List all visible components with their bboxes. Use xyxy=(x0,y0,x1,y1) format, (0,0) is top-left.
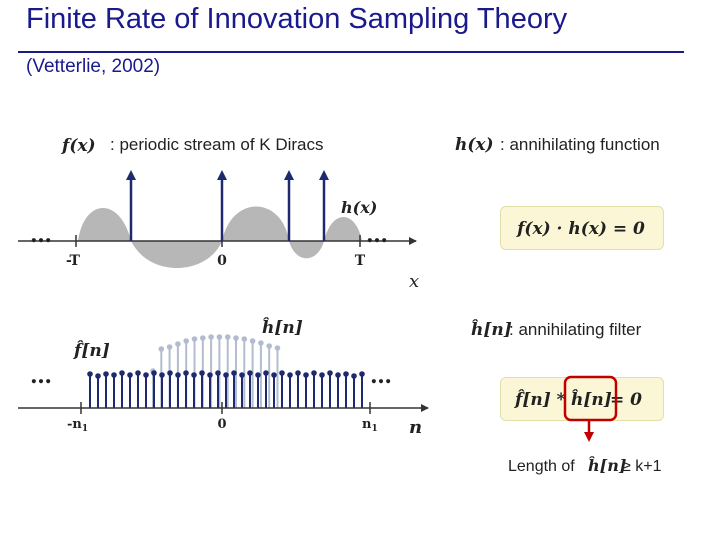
filter-sample-dot xyxy=(191,336,198,342)
tick-label-minus-t: -T xyxy=(66,253,80,269)
x-axis-label: x xyxy=(409,271,419,292)
signal-stems xyxy=(87,370,365,408)
signal-sample-dot xyxy=(119,370,125,376)
tick-label-n1: n1 xyxy=(362,417,378,434)
signal-sample-dot xyxy=(103,371,109,377)
signal-sample-dot xyxy=(263,370,269,376)
h-function-symbol: h(x) xyxy=(455,135,494,155)
ellipsis-right-bottom: … xyxy=(370,363,392,389)
ellipsis-left-top: … xyxy=(30,222,52,248)
annihilator-symbol: h(x) xyxy=(341,198,377,217)
h-lobe-3 xyxy=(222,206,289,241)
f-sequence-label: f̂[n] xyxy=(73,341,110,361)
signal-sample-dot xyxy=(335,372,341,378)
filter-highlight-box xyxy=(563,375,618,422)
h-function-description: : annihilating function xyxy=(500,135,660,154)
signal-sample-dot xyxy=(191,372,197,378)
length-label: Length of xyxy=(508,458,575,475)
signal-sample-dot xyxy=(135,370,141,376)
equation-product: f(x) · h(x) = 0 xyxy=(516,219,645,239)
equation-convolution-right: = 0 xyxy=(610,390,642,410)
filter-sample-dot xyxy=(266,343,273,349)
h-lobe-5 xyxy=(324,216,362,241)
h-filter-symbol: ĥ[n] xyxy=(471,319,512,340)
h-filter-description: : annihilating filter xyxy=(509,320,642,339)
signal-sample-dot xyxy=(239,372,245,378)
signal-sample-dot xyxy=(343,371,349,377)
filter-sample-dot xyxy=(241,336,248,342)
filter-sample-dot xyxy=(200,335,206,341)
tick-label-zero-top: 0 xyxy=(217,253,227,269)
slide-subtitle: (Vetterlie, 2002) xyxy=(26,56,161,77)
signal-sample-dot xyxy=(199,370,205,376)
filter-sample-dot xyxy=(175,341,181,347)
h-lobe-2 xyxy=(131,241,222,269)
signal-sample-dot xyxy=(127,372,133,378)
signal-symbol: f(x) xyxy=(61,136,96,156)
title-rule xyxy=(18,51,684,53)
signal-sample-dot xyxy=(303,372,309,378)
filter-sample-dot xyxy=(183,338,189,344)
signal-sample-dot xyxy=(175,372,181,378)
signal-sample-dot xyxy=(287,372,293,378)
n-axis-label: n xyxy=(409,417,422,438)
filter-sample-dot xyxy=(216,334,223,340)
signal-sample-dot xyxy=(95,373,101,379)
length-symbol: ĥ[n] xyxy=(588,455,626,475)
length-condition: ≥ k+1 xyxy=(622,458,662,475)
h-lobe-1 xyxy=(78,207,131,241)
tick-label-minus-n1: -n1 xyxy=(67,417,88,434)
tick-label-t: T xyxy=(355,253,366,269)
signal-sample-dot xyxy=(151,370,157,376)
signal-sample-dot xyxy=(167,370,173,376)
filter-sample-dot xyxy=(224,334,231,340)
signal-sample-dot xyxy=(351,373,357,379)
signal-sample-dot xyxy=(271,372,277,378)
signal-sample-dot xyxy=(143,372,149,378)
equation-convolution-filter: ĥ[n] xyxy=(571,389,612,410)
signal-sample-dot xyxy=(207,372,213,378)
signal-sample-dot xyxy=(231,370,237,376)
equation-convolution-left: f̂[n] * xyxy=(514,390,566,410)
signal-sample-dot xyxy=(215,370,221,376)
signal-sample-dot xyxy=(247,370,253,376)
signal-sample-dot xyxy=(111,372,117,378)
signal-sample-dot xyxy=(295,370,301,376)
signal-sample-dot xyxy=(279,370,285,376)
signal-sample-dot xyxy=(183,370,189,376)
filter-sample-dot xyxy=(249,338,256,344)
signal-description: : periodic stream of K Diracs xyxy=(110,135,324,154)
filter-sample-dot xyxy=(258,340,264,346)
slide-title: Finite Rate of Innovation Sampling Theor… xyxy=(26,3,568,35)
h-lobe-4 xyxy=(289,241,324,259)
equation-box-product xyxy=(500,206,664,250)
tick-label-zero-bottom: 0 xyxy=(217,417,226,432)
signal-sample-dot xyxy=(223,372,229,378)
signal-sample-dot xyxy=(359,371,365,377)
filter-sample-dot xyxy=(233,335,239,341)
signal-sample-dot xyxy=(159,372,165,378)
signal-sample-dot xyxy=(87,371,93,377)
signal-sample-dot xyxy=(311,370,317,376)
ellipsis-right-top: … xyxy=(366,222,388,248)
signal-sample-dot xyxy=(255,372,261,378)
filter-sample-dot xyxy=(158,346,165,352)
signal-sample-dot xyxy=(327,370,333,376)
ellipsis-left-bottom: … xyxy=(30,363,52,389)
filter-sample-dot xyxy=(166,344,173,350)
filter-sample-dot xyxy=(208,334,214,340)
h-sequence-label: ĥ[n] xyxy=(262,317,303,338)
filter-sample-dot xyxy=(274,345,281,351)
signal-sample-dot xyxy=(319,372,325,378)
